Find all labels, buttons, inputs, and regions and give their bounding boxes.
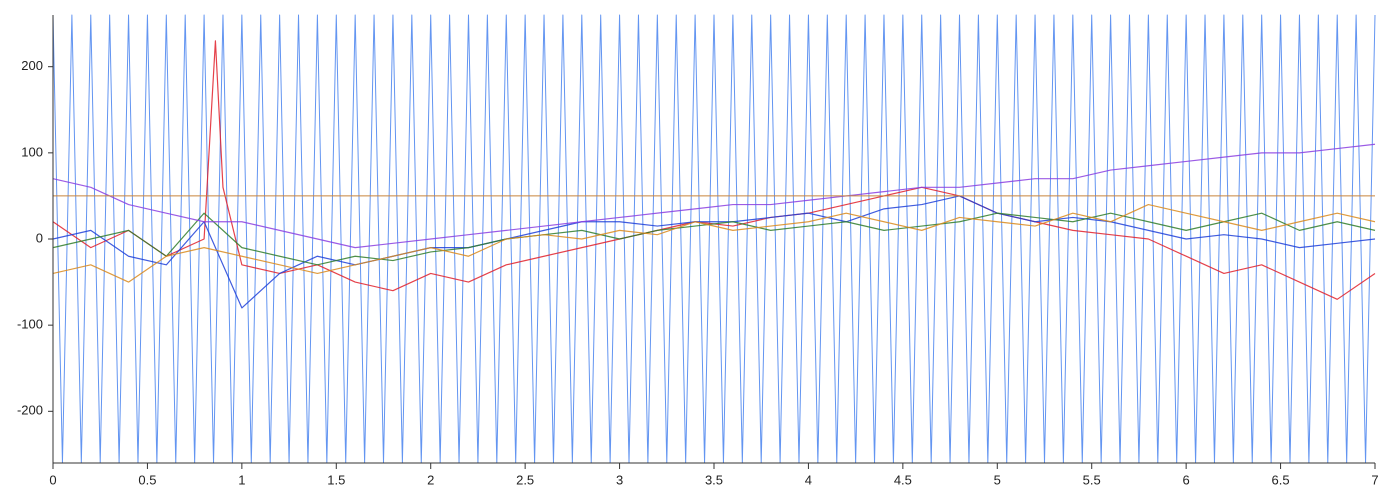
x-tick-label: 3.5	[705, 472, 723, 487]
x-tick-label: 7	[1371, 472, 1378, 487]
signal-trace	[52, 195, 1376, 309]
x-tick-label: 3	[616, 472, 623, 487]
x-tick-label: 1.5	[327, 472, 345, 487]
x-tick-label: 1	[238, 472, 245, 487]
x-tick-label: 5.5	[1083, 472, 1101, 487]
x-tick-label: 6.5	[1272, 472, 1290, 487]
signal-trace	[52, 212, 1376, 266]
x-tick-label: 2.5	[516, 472, 534, 487]
x-tick-label: 6	[1183, 472, 1190, 487]
x-tick-label: 0.5	[138, 472, 156, 487]
signal-trace	[52, 14, 1376, 464]
x-tick-label: 0	[49, 472, 56, 487]
x-tick-label: 4.5	[894, 472, 912, 487]
y-tick-label: 100	[21, 144, 43, 159]
y-tick-label: -200	[17, 403, 43, 418]
y-tick-label: 200	[21, 58, 43, 73]
x-tick-label: 4	[805, 472, 812, 487]
signal-trace	[52, 203, 1376, 283]
y-tick-label: 0	[36, 230, 43, 245]
x-tick-label: 5	[994, 472, 1001, 487]
x-tick-label: 2	[427, 472, 434, 487]
signal-trace	[52, 143, 1376, 249]
signal-trace	[52, 40, 1376, 300]
y-tick-label: -100	[17, 317, 43, 332]
